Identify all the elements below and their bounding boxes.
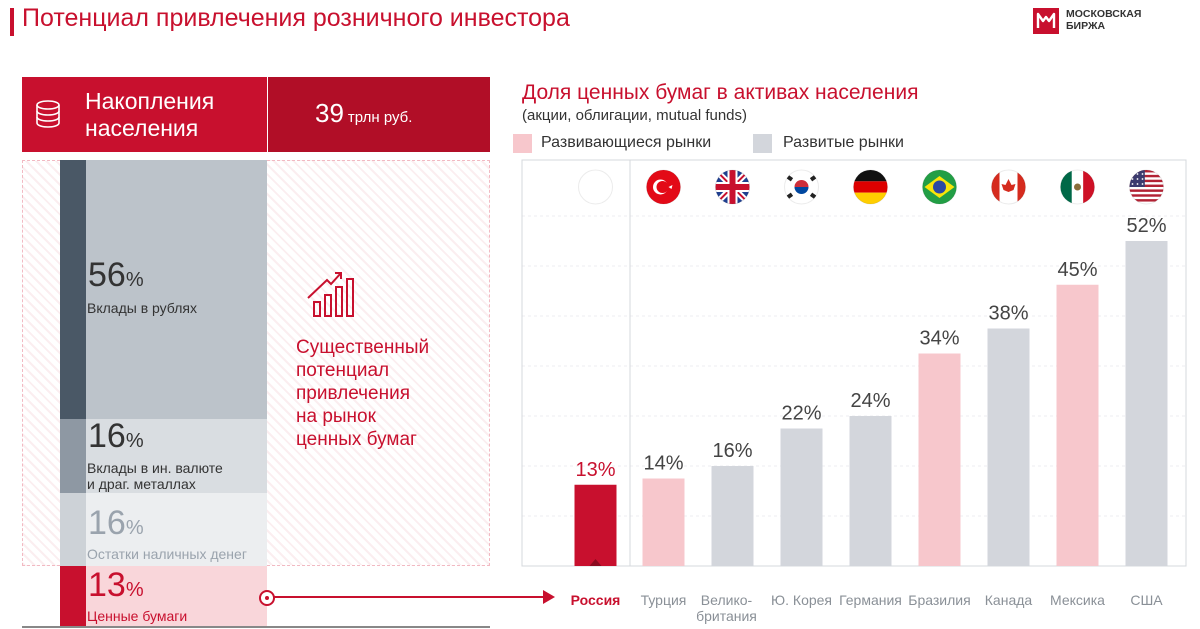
coins-icon — [30, 95, 70, 140]
data-label-2: 16% — [712, 440, 752, 462]
bar-7 — [1056, 284, 1099, 566]
flag-mexico-icon — [1060, 170, 1095, 204]
data-label-5: 34% — [919, 328, 959, 350]
segment-pct-securities: 13% — [88, 566, 144, 604]
data-label-6: 38% — [988, 303, 1028, 325]
category-label-2: Велико-британия — [696, 592, 757, 624]
data-label-4: 24% — [850, 390, 890, 412]
bar-1 — [642, 478, 685, 566]
segment-name-rub-deposits: Вклады в рублях — [87, 300, 197, 316]
segment-pct-cash: 16% — [88, 504, 144, 542]
category-label-3: Ю. Корея — [771, 592, 832, 608]
title-accent-bar — [10, 8, 14, 36]
flag-outline — [853, 169, 888, 205]
flag-outline — [1060, 169, 1095, 205]
arrow-right-icon — [543, 590, 555, 609]
segment-bar-rub-deposits — [60, 160, 86, 419]
logo-text: МОСКОВСКАЯ БИРЖА — [1066, 8, 1142, 32]
flag-canada-icon — [991, 170, 1026, 204]
flag-south-korea-icon — [784, 170, 819, 204]
segment-panel-cash — [86, 493, 267, 566]
connector-dot-center — [265, 596, 269, 600]
flag-outline — [646, 169, 681, 205]
bar-6 — [987, 328, 1030, 566]
bar-0 — [574, 484, 617, 566]
flag-uk-icon — [715, 170, 750, 204]
segment-name-fx-deposits: Вклады в ин. валюте и драг. металлах — [87, 460, 223, 492]
flag-brazil-icon — [922, 170, 957, 204]
category-label-7: Мексика — [1050, 592, 1105, 608]
growth-chart-icon — [305, 270, 357, 325]
flag-usa-icon — [1129, 170, 1164, 202]
bar-2 — [711, 466, 754, 566]
flag-outline — [991, 169, 1026, 205]
segment-panel-fx-deposits — [86, 419, 267, 493]
page-title: Потенциал привлечения розничного инвесто… — [22, 4, 570, 32]
savings-value: 39 трлн руб. — [315, 98, 413, 128]
potential-text: Существенный потенциал привлечения на ры… — [296, 337, 430, 450]
segment-panel-securities — [86, 566, 267, 626]
category-label-0: Россия — [571, 592, 621, 608]
data-label-8: 52% — [1126, 215, 1166, 237]
bar-3 — [780, 428, 823, 566]
segment-name-securities: Ценные бумаги — [87, 608, 188, 624]
divider — [22, 626, 490, 628]
chart-title: Доля ценных бумаг в активах населения — [522, 81, 919, 104]
savings-label: Накопления населения — [85, 88, 215, 141]
category-label-4: Германия — [839, 592, 902, 608]
segment-pct-rub-deposits: 56% — [88, 256, 144, 294]
segment-bar-fx-deposits — [60, 419, 86, 493]
flag-outline — [784, 169, 819, 205]
savings-banner — [22, 77, 267, 152]
flag-outline — [715, 169, 750, 205]
segment-bar-cash — [60, 493, 86, 566]
data-label-7: 45% — [1057, 259, 1097, 281]
bar-8 — [1125, 241, 1168, 566]
flag-turkey-icon — [646, 170, 681, 204]
chart-subtitle: (акции, облигации, mutual funds) — [522, 107, 748, 124]
bar-5 — [918, 353, 961, 566]
bar-4 — [849, 416, 892, 566]
data-label-1: 14% — [643, 453, 683, 475]
category-label-1: Турция — [641, 592, 687, 608]
legend-swatch-emerging — [513, 134, 532, 153]
data-label-0: 13% — [575, 459, 615, 481]
flag-outline — [1129, 169, 1164, 205]
flag-germany-icon — [853, 170, 888, 204]
legend-label-developed: Развитые рынки — [783, 134, 904, 151]
category-label-5: Бразилия — [908, 592, 970, 608]
segment-name-cash: Остатки наличных денег — [87, 546, 247, 562]
flag-outline — [578, 169, 613, 205]
legend-swatch-developed — [753, 134, 772, 153]
segment-panel-rub-deposits — [86, 160, 267, 419]
category-label-8: США — [1130, 592, 1163, 608]
russia-marker — [589, 559, 602, 566]
legend-label-emerging: Развивающиеся рынки — [541, 134, 712, 151]
category-label-6: Канада — [985, 592, 1033, 608]
flag-outline — [922, 169, 957, 205]
data-label-3: 22% — [781, 403, 821, 425]
segment-pct-fx-deposits: 16% — [88, 417, 144, 455]
segment-bar-securities — [60, 566, 86, 626]
savings-value-banner — [268, 77, 490, 152]
connector-line — [272, 596, 548, 598]
moex-logo-icon — [1033, 8, 1059, 34]
